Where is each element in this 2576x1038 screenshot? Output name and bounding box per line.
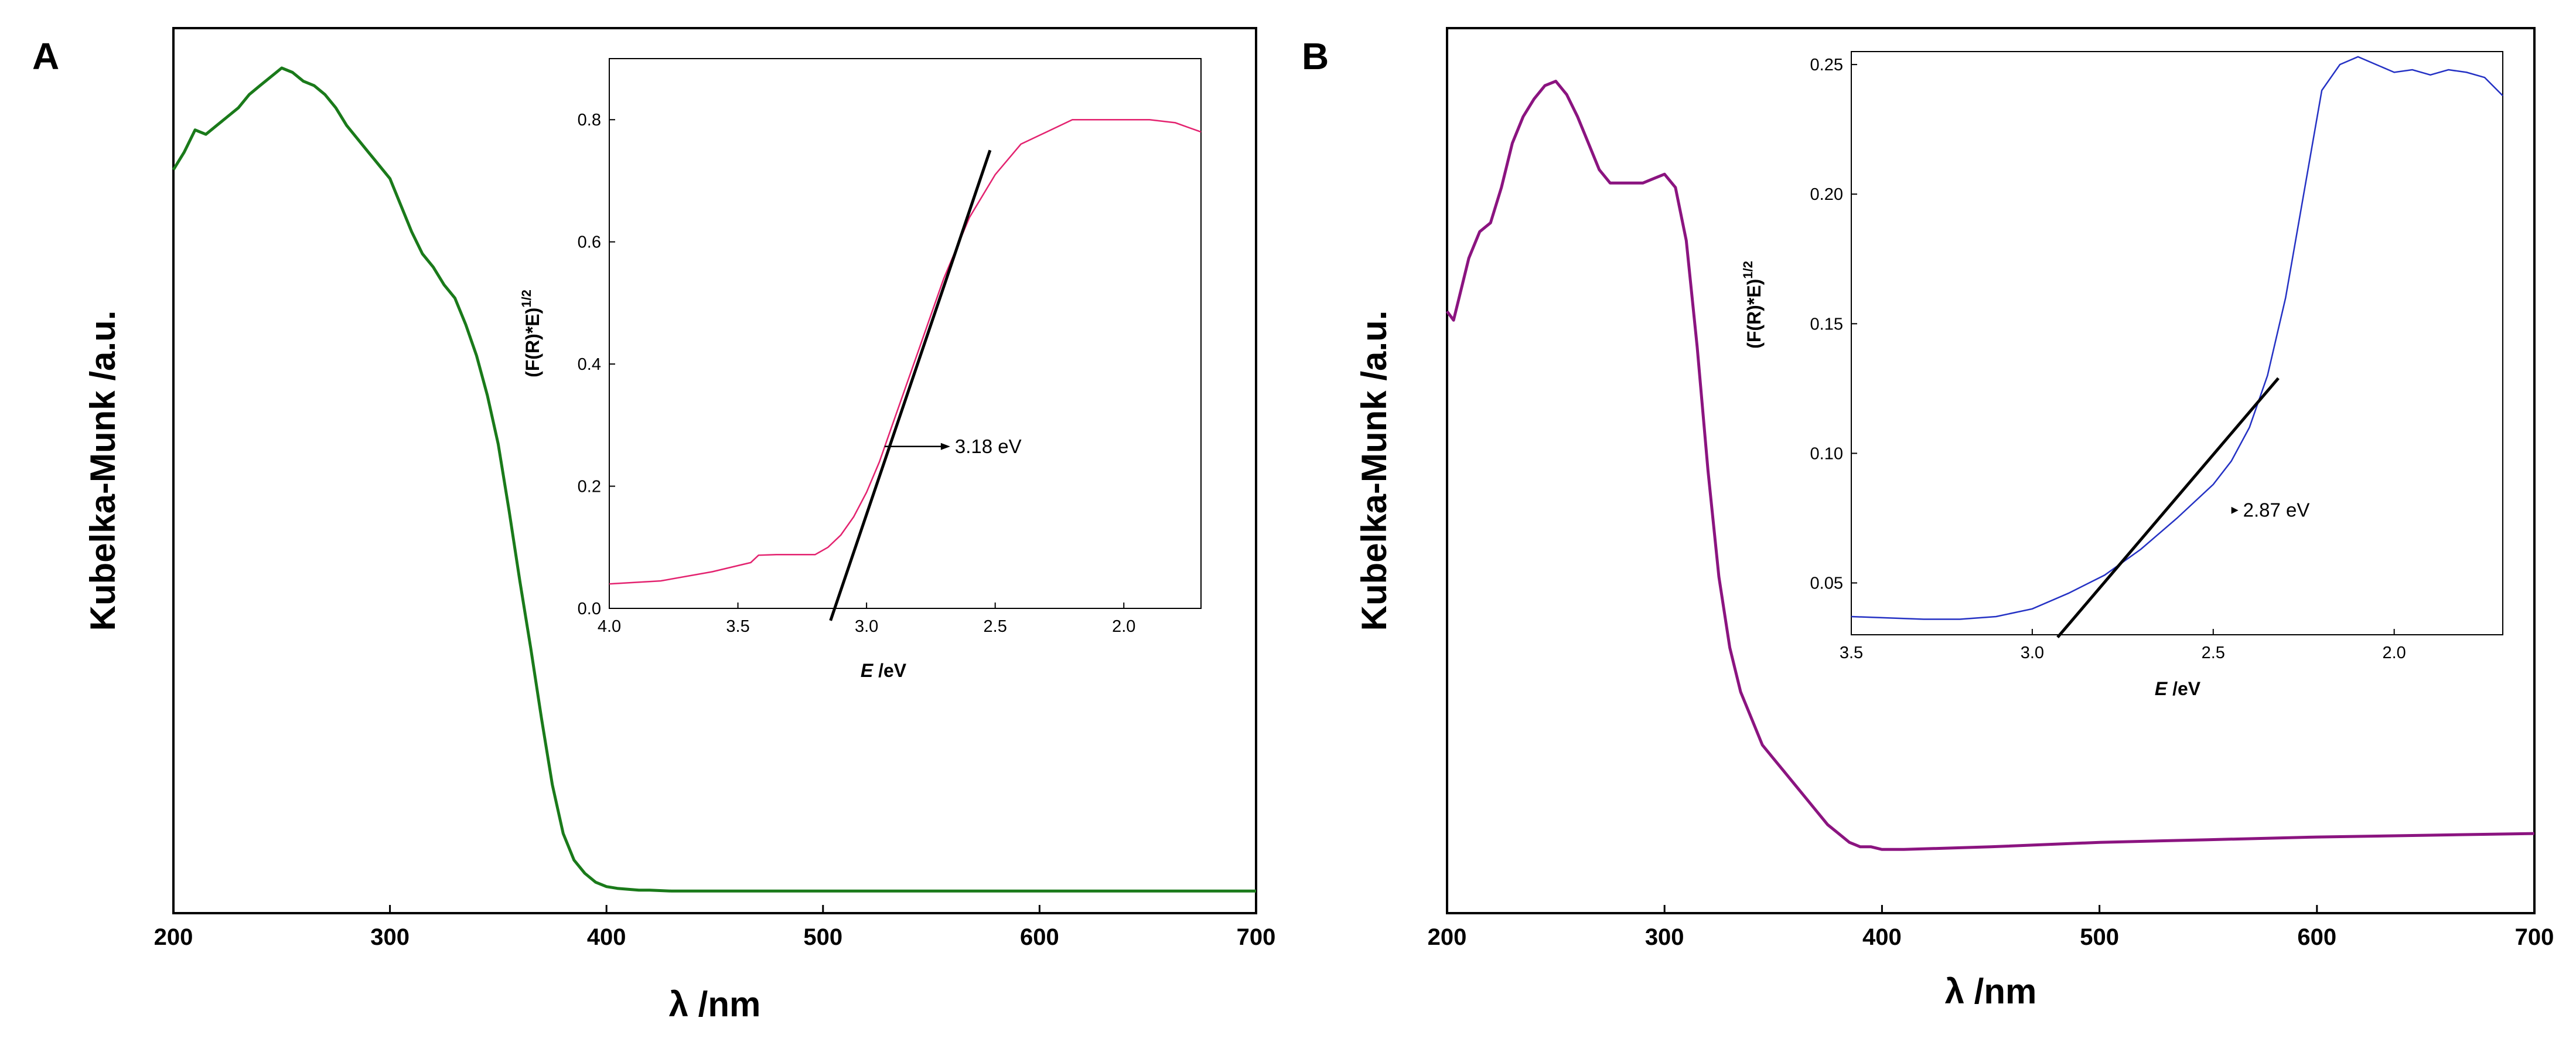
inset-y-title-a: (F(R)*E)1/2	[519, 290, 543, 377]
inset-frame-b	[1851, 51, 2503, 635]
x-tick-label-b: 700	[2515, 924, 2554, 950]
inset-y-title-a-main: (F(R)*E)	[522, 308, 543, 377]
x-tick-label-a: 500	[803, 924, 842, 950]
x-tick-label-a: 600	[1020, 924, 1059, 950]
x-axis-title-a: λ /nm	[669, 985, 761, 1024]
x-axis-ticks-b: 200 300 400 500 600 700	[1428, 905, 2554, 950]
x-tick-label-b: 400	[1862, 924, 1902, 950]
inset-x-tick-label-a: 3.0	[855, 617, 878, 636]
inset-y-tick-label-a: 0.8	[578, 111, 601, 130]
inset-ticks-b: 3.5 3.0 2.5 2.0 0.05 0.10 0.15 0.20 0.25	[1810, 56, 2406, 662]
inset-y-tick-label-a: 0.6	[578, 233, 601, 252]
inset-x-tick-label-b: 2.5	[2202, 644, 2225, 662]
inset-x-title-a: E /eV	[861, 660, 907, 681]
inset-x-tick-label-b: 3.5	[1840, 644, 1863, 662]
inset-y-title-b: (F(R)*E)1/2	[1741, 261, 1765, 349]
y-axis-title-b: Kubelka-Munk /a.u.	[1354, 311, 1394, 631]
inset-y-title-b-exponent: 1/2	[1741, 261, 1755, 279]
panel-b: B 200 300 400 500 600 700 Kubelka-Munk /a.u. …	[1302, 27, 2554, 1011]
inset-y-tick-label-b: 0.10	[1810, 444, 1843, 463]
bandgap-value-a: 3.18 eV	[955, 435, 1022, 457]
x-tick-label-b: 500	[2080, 924, 2119, 950]
x-tick-label-a: 700	[1237, 924, 1276, 950]
x-tick-label-b: 200	[1428, 924, 1467, 950]
fit-line-b	[2056, 377, 2280, 639]
inset-y-tick-label-b: 0.25	[1810, 56, 1843, 74]
inset-x-tick-label-a: 3.5	[726, 617, 749, 636]
annotation-arrowhead-a	[940, 443, 950, 450]
inset-series-line-a	[609, 118, 1202, 585]
x-tick-label-a: 300	[370, 924, 410, 950]
panel-a: A 200 300 400 500 600 700 Kubelka-Munk /a.u. …	[32, 27, 1276, 1024]
bandgap-value-b: 2.87 eV	[2243, 499, 2310, 521]
bandgap-annotation-a: 3.18 eV	[884, 435, 1022, 457]
x-axis-title-b: λ /nm	[1945, 972, 2037, 1011]
inset-x-tick-label-a: 2.0	[1112, 617, 1135, 636]
series-line-b	[1445, 80, 2535, 851]
inset-frame-a	[609, 58, 1202, 609]
inset-y-tick-label-a: 0.4	[578, 355, 601, 374]
series-line-a	[172, 66, 1256, 893]
inset-x-tick-label-a: 4.0	[598, 617, 621, 636]
y-axis-title-a: Kubelka-Munk /a.u.	[83, 311, 122, 631]
inset-y-tick-label-b: 0.15	[1810, 315, 1843, 333]
plot-frame-b	[1446, 27, 2536, 914]
inset-x-tick-label-a: 2.5	[984, 617, 1007, 636]
inset-y-tick-label-a: 0.0	[578, 600, 601, 618]
x-tick-label-b: 600	[2297, 924, 2336, 950]
inset-x-title-b: E /eV	[2155, 678, 2201, 699]
inset-x-title-a-unit: /eV	[873, 660, 907, 681]
annotation-arrowhead-b	[2231, 506, 2239, 514]
inset-series-line-b	[1851, 56, 2503, 620]
bandgap-annotation-b: 2.87 eV	[2231, 499, 2310, 521]
x-tick-label-b: 300	[1645, 924, 1684, 950]
x-axis-ticks-a: 200 300 400 500 600 700	[154, 905, 1276, 950]
inset-x-title-b-unit: /eV	[2167, 678, 2201, 699]
inset-ticks-a: 4.0 3.5 3.0 2.5 2.0 0.0 0.2 0.4 0.6 0.8	[578, 111, 1136, 636]
fit-line-a	[829, 149, 992, 621]
inset-x-tick-label-b: 3.0	[2021, 644, 2044, 662]
inset-y-tick-label-b: 0.20	[1810, 185, 1843, 204]
inset-y-tick-label-b: 0.05	[1810, 574, 1843, 593]
inset-x-tick-label-b: 2.0	[2383, 644, 2406, 662]
plot-frame-a	[172, 27, 1257, 914]
inset-y-title-b-main: (F(R)*E)	[1744, 279, 1765, 349]
inset-a: 4.0 3.5 3.0 2.5 2.0 0.0 0.2 0.4 0.6 0.8 3.18 eV (…	[519, 58, 1202, 681]
panel-label-a: A	[32, 35, 59, 77]
panel-label-b: B	[1302, 35, 1329, 77]
inset-y-tick-label-a: 0.2	[578, 478, 601, 496]
inset-x-title-b-symbol: E	[2155, 678, 2168, 699]
x-tick-label-a: 400	[587, 924, 626, 950]
inset-y-title-a-exponent: 1/2	[519, 290, 534, 308]
x-tick-label-a: 200	[154, 924, 193, 950]
inset-b: 3.5 3.0 2.5 2.0 0.05 0.10 0.15 0.20 0.25 2.87 eV…	[1741, 51, 2503, 699]
inset-x-title-a-symbol: E	[861, 660, 874, 681]
